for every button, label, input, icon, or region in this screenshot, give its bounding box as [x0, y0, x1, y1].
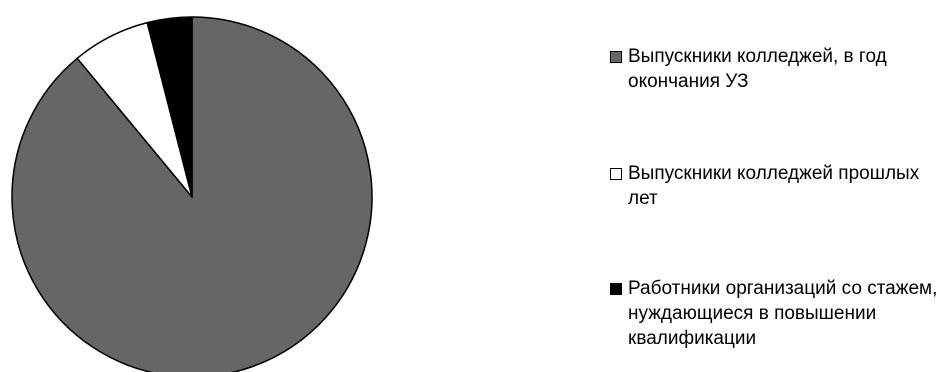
legend-label: Работники организаций со стажем, нуждающ… [628, 278, 938, 349]
legend-item-experienced-workers: Работники организаций со стажем, нуждающ… [610, 276, 938, 351]
legend-label: Выпускники колледжей прошлых лет [628, 163, 920, 209]
legend-item-graduates-current-year: Выпускники колледжей, в год окончания УЗ [610, 44, 938, 94]
legend-swatch [610, 283, 622, 295]
legend-item-graduates-past-years: Выпускники колледжей прошлых лет [610, 161, 938, 211]
pie-slice-1 [11, 16, 373, 372]
legend-swatch [610, 168, 622, 180]
legend-swatch [610, 51, 622, 63]
legend-label: Выпускники колледжей, в год окончания УЗ [628, 46, 887, 92]
pie-slice-3 [146, 16, 193, 198]
